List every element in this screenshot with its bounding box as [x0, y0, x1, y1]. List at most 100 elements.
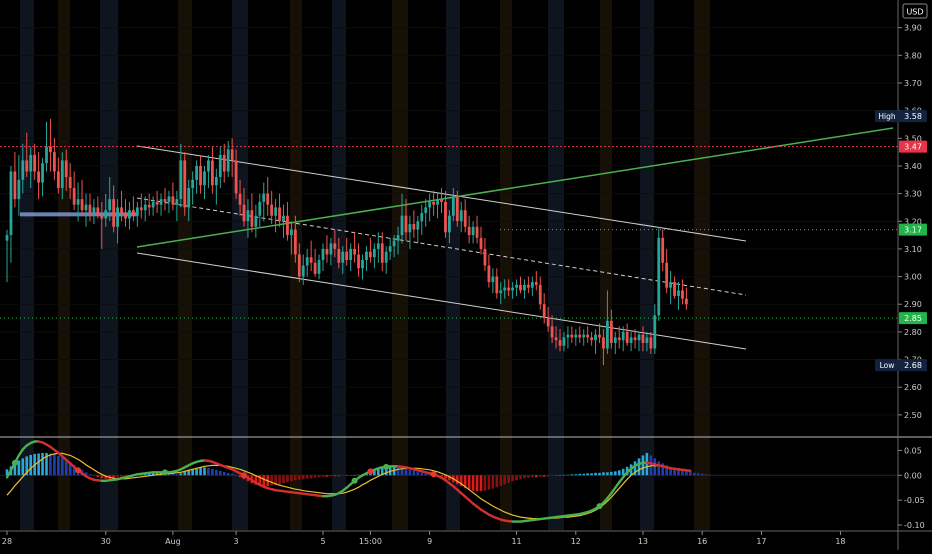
candle-body — [168, 196, 171, 202]
macd-histogram-bar — [53, 454, 56, 475]
macd-histogram-bar — [638, 458, 641, 475]
macd-histogram-bar — [310, 475, 313, 478]
candle-body — [302, 266, 305, 277]
price-marker-value: 3.58 — [904, 112, 922, 121]
session-stripe — [178, 0, 192, 530]
macd-histogram-bar — [405, 469, 408, 475]
candle-body — [203, 171, 206, 185]
macd-histogram-bar — [484, 475, 487, 490]
macd-histogram-bar — [93, 475, 96, 476]
candle — [657, 227, 660, 321]
macd-histogram-bar — [551, 475, 554, 476]
macd-histogram-bar — [555, 475, 558, 476]
candle-body — [112, 199, 115, 227]
macd-histogram-bar — [468, 475, 471, 489]
candle-body — [108, 199, 111, 210]
macd-histogram-bar — [563, 475, 566, 476]
candle-body — [172, 196, 175, 204]
macd-histogram-bar — [594, 473, 597, 475]
candle-body — [373, 249, 376, 257]
currency-badge[interactable]: USD — [903, 4, 927, 18]
time-tick-label: 18 — [835, 537, 845, 546]
macd-histogram-bar — [330, 475, 333, 476]
candle-body — [21, 160, 24, 179]
candle-body — [278, 207, 281, 221]
candle-body — [57, 171, 60, 188]
price-tick-label: 3.30 — [904, 190, 922, 199]
macd-histogram-bar — [535, 475, 538, 477]
macd-histogram-bar — [227, 473, 230, 475]
candle-body — [326, 249, 329, 255]
candle-body — [677, 290, 680, 296]
macd-histogram-bar — [428, 475, 431, 476]
macd-histogram-bar — [701, 474, 704, 475]
candle-body — [472, 227, 475, 235]
candle-body — [551, 326, 554, 337]
candle-body — [53, 152, 56, 171]
macd-histogram-bar — [37, 453, 40, 475]
candle-body — [322, 249, 325, 260]
macd-histogram-bar — [547, 475, 550, 476]
candle-body — [183, 160, 186, 207]
candle-body — [223, 155, 226, 172]
candle-body — [653, 315, 656, 348]
candle-body — [258, 202, 261, 216]
candle-body — [100, 216, 103, 219]
macd-histogram-bar — [41, 453, 44, 475]
currency-label: USD — [906, 8, 923, 17]
price-tick-label: 3.80 — [904, 51, 922, 60]
macd-histogram-bar — [654, 458, 657, 475]
macd-histogram-bar — [49, 453, 52, 475]
candle-body — [416, 221, 419, 229]
candle-body — [630, 337, 633, 343]
macd-histogram-bar — [567, 475, 570, 476]
candle-body — [306, 257, 309, 265]
candle-body — [41, 163, 44, 182]
candle-body — [77, 199, 80, 205]
candle-body — [187, 188, 190, 207]
macd-tick-label: 0.00 — [904, 471, 922, 480]
macd-histogram-bar — [602, 472, 605, 475]
candle-body — [251, 210, 254, 227]
macd-histogram-bar — [302, 475, 305, 479]
candle-body — [243, 205, 246, 222]
price-tick-label: 2.60 — [904, 383, 922, 392]
macd-histogram-bar — [270, 475, 273, 485]
candle-body — [73, 188, 76, 205]
macd-histogram-bar — [424, 474, 427, 475]
macd-histogram-bar — [586, 473, 589, 475]
candle-body — [211, 160, 214, 185]
candle-body — [89, 205, 92, 213]
candle-body — [195, 166, 198, 180]
macd-histogram-bar — [578, 474, 581, 475]
candle-body — [381, 243, 384, 262]
candle-body — [602, 337, 605, 348]
candle-body — [409, 224, 412, 232]
candle-body — [365, 252, 368, 260]
macd-histogram-bar — [515, 475, 518, 480]
candle-body — [282, 216, 285, 222]
macd-histogram-bar — [353, 475, 356, 476]
candle-body — [148, 205, 151, 208]
macd-cross-marker — [597, 503, 603, 509]
price-marker: 3.47 — [899, 141, 927, 153]
candle-body — [649, 337, 652, 348]
macd-histogram-bar — [290, 475, 293, 481]
macd-histogram-bar — [697, 473, 700, 475]
macd-histogram-bar — [705, 474, 708, 475]
price-tick-label: 3.70 — [904, 79, 922, 88]
macd-histogram-bar — [689, 472, 692, 475]
candle-body — [286, 216, 289, 235]
macd-histogram-bar — [476, 475, 479, 491]
candle-body — [314, 263, 317, 274]
candle-body — [164, 199, 167, 202]
candle-body — [464, 210, 467, 227]
candle-body — [156, 202, 159, 205]
time-tick-label: 16 — [697, 537, 707, 546]
candle-body — [420, 213, 423, 221]
candle-body — [136, 207, 139, 215]
candle-body — [270, 205, 273, 216]
candle-body — [341, 252, 344, 263]
candle-body — [452, 196, 455, 215]
